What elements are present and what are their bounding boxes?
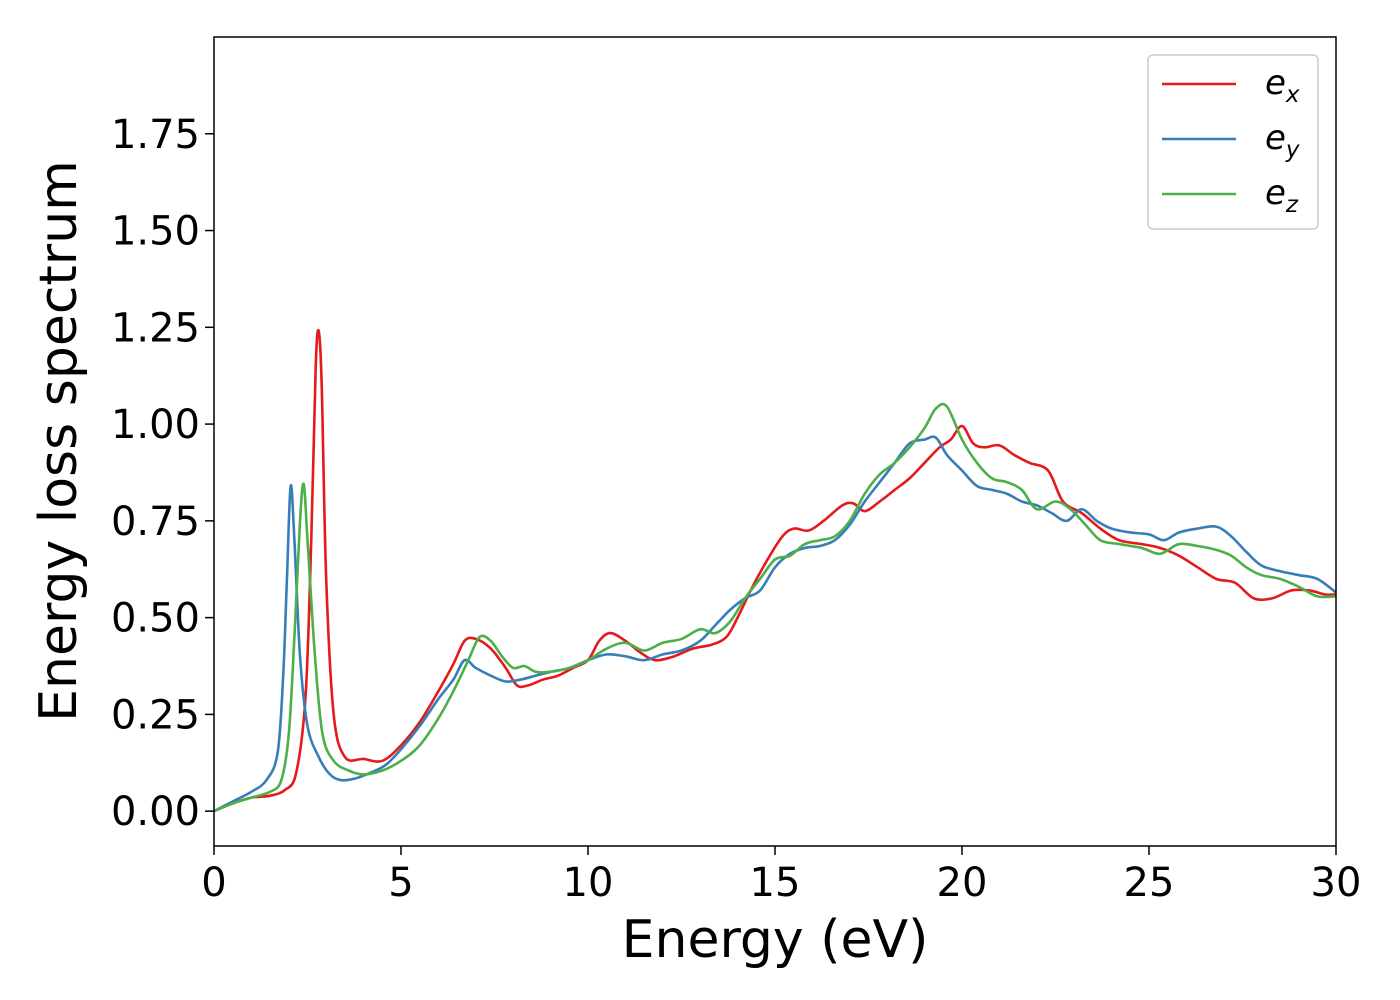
y-tick-label: 1.50 xyxy=(111,209,200,255)
y-tick-label: 0.25 xyxy=(111,692,200,738)
y-axis: 0.00 0.25 0.50 0.75 1.00 1.25 1.50 1.75 xyxy=(111,112,214,835)
series-line-ey xyxy=(213,435,1337,813)
x-axis-label: Energy (eV) xyxy=(622,910,929,970)
legend-label-ey: ey xyxy=(1265,118,1300,163)
y-tick-label: 1.25 xyxy=(111,305,200,351)
y-tick-label: 1.00 xyxy=(111,402,200,448)
y-tick-label: 0.50 xyxy=(111,596,200,642)
x-axis: 0 5 10 15 20 25 30 xyxy=(201,846,1361,906)
x-tick-label: 30 xyxy=(1311,860,1362,906)
legend-label-ex: ex xyxy=(1265,63,1300,108)
legend-subscript: x xyxy=(1285,82,1300,108)
x-tick-label: 15 xyxy=(750,860,801,906)
series-line-ex xyxy=(213,329,1337,813)
x-tick-label: 0 xyxy=(201,860,226,906)
series-line-ez xyxy=(213,402,1337,813)
x-tick-label: 25 xyxy=(1124,860,1175,906)
y-tick-label: 0.00 xyxy=(111,789,200,835)
y-tick-label: 0.75 xyxy=(111,499,200,545)
x-tick-label: 20 xyxy=(937,860,988,906)
legend-box xyxy=(1147,54,1319,230)
legend-subscript: y xyxy=(1285,137,1300,163)
legend-subscript: z xyxy=(1285,192,1299,218)
y-axis-label: Energy loss spectrum xyxy=(29,160,89,722)
series-layer xyxy=(213,329,1337,813)
x-tick-label: 5 xyxy=(388,860,413,906)
y-tick-label: 1.75 xyxy=(111,112,200,158)
x-tick-label: 10 xyxy=(563,860,614,906)
